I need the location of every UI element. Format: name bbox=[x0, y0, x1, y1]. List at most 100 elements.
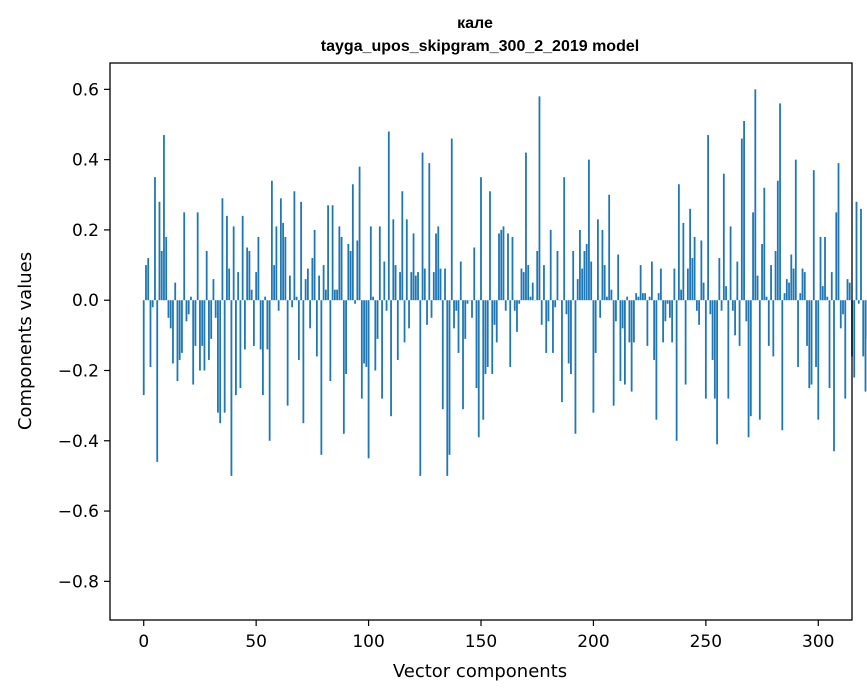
bar bbox=[502, 226, 505, 301]
bar bbox=[450, 138, 453, 301]
bar bbox=[736, 261, 739, 301]
bar bbox=[713, 300, 716, 399]
bar bbox=[815, 300, 817, 367]
bar bbox=[574, 300, 577, 434]
bar bbox=[603, 265, 606, 301]
bar bbox=[147, 258, 150, 301]
bar bbox=[752, 212, 754, 301]
bar bbox=[579, 229, 581, 301]
bar bbox=[693, 236, 696, 301]
bar bbox=[529, 296, 532, 301]
bar bbox=[295, 296, 298, 301]
y-tick-label: −0.8 bbox=[58, 572, 99, 592]
bar bbox=[857, 300, 860, 304]
bar bbox=[338, 226, 341, 301]
bar bbox=[210, 300, 213, 339]
bar bbox=[473, 247, 476, 301]
bar bbox=[644, 293, 647, 301]
bar bbox=[372, 296, 374, 301]
bar bbox=[264, 296, 267, 301]
bar bbox=[221, 198, 224, 301]
bar bbox=[172, 300, 174, 364]
bar bbox=[691, 258, 694, 301]
bar bbox=[462, 300, 464, 410]
bar bbox=[464, 300, 467, 339]
bar bbox=[482, 300, 485, 420]
bar bbox=[729, 226, 732, 301]
bar bbox=[277, 300, 280, 311]
x-tick-label: 200 bbox=[577, 632, 609, 652]
y-tick-label: 0.0 bbox=[72, 291, 99, 311]
bar bbox=[190, 296, 192, 301]
bar bbox=[675, 300, 678, 441]
bar bbox=[214, 300, 217, 318]
bar bbox=[302, 300, 305, 424]
bar bbox=[194, 300, 197, 346]
bar bbox=[345, 300, 347, 375]
bar bbox=[758, 300, 761, 420]
bar bbox=[320, 300, 323, 455]
bar bbox=[628, 300, 631, 343]
bar bbox=[839, 300, 842, 329]
bar bbox=[606, 296, 608, 301]
bar bbox=[536, 251, 539, 301]
bar bbox=[435, 233, 437, 301]
bar bbox=[664, 300, 667, 322]
bar bbox=[531, 282, 534, 301]
bar bbox=[403, 300, 406, 343]
bar bbox=[650, 261, 653, 301]
bar bbox=[331, 205, 334, 301]
bar bbox=[347, 243, 350, 301]
bar bbox=[635, 293, 638, 301]
bar bbox=[329, 300, 332, 382]
bar bbox=[322, 265, 325, 301]
bar bbox=[498, 233, 500, 301]
bar bbox=[477, 300, 480, 438]
bar bbox=[457, 300, 460, 353]
bar bbox=[259, 300, 262, 350]
bar bbox=[381, 300, 383, 399]
bar bbox=[668, 300, 671, 318]
bar bbox=[722, 173, 725, 301]
x-tick-label: 0 bbox=[138, 632, 149, 652]
bar bbox=[405, 219, 408, 301]
bar bbox=[525, 152, 527, 301]
bar bbox=[588, 159, 590, 301]
bar bbox=[383, 261, 386, 301]
bar bbox=[516, 300, 518, 332]
plot-frame bbox=[109, 62, 853, 621]
bar bbox=[837, 163, 840, 301]
bar bbox=[686, 268, 689, 301]
bar bbox=[731, 300, 734, 311]
bar bbox=[684, 300, 687, 385]
y-axis: −0.8 −0.6 −0.4 −0.2 0.0 0.2 0.4 0.6 bbox=[58, 80, 110, 592]
bar bbox=[432, 272, 435, 301]
y-tick-label: 0.4 bbox=[72, 151, 99, 171]
bar bbox=[241, 215, 244, 301]
bar bbox=[297, 300, 300, 360]
bar bbox=[181, 300, 183, 353]
bar bbox=[556, 251, 559, 301]
bar bbox=[192, 300, 195, 385]
bar bbox=[817, 300, 820, 420]
bar bbox=[340, 236, 343, 301]
x-axis-label: Vector components bbox=[393, 661, 567, 682]
bar bbox=[808, 300, 811, 389]
bar bbox=[646, 300, 649, 346]
bar bbox=[351, 184, 354, 301]
bar bbox=[426, 300, 428, 325]
bar bbox=[212, 279, 215, 301]
bar bbox=[828, 300, 831, 389]
bar bbox=[709, 300, 712, 315]
y-tick-label: −0.2 bbox=[58, 361, 99, 381]
bar bbox=[142, 300, 145, 396]
bar bbox=[158, 201, 161, 301]
bar bbox=[232, 226, 235, 301]
bar bbox=[774, 251, 777, 301]
bar bbox=[176, 300, 179, 382]
bar bbox=[318, 275, 321, 301]
bar bbox=[145, 265, 147, 301]
bar bbox=[754, 89, 757, 301]
bar bbox=[666, 300, 669, 304]
bar bbox=[527, 265, 530, 301]
